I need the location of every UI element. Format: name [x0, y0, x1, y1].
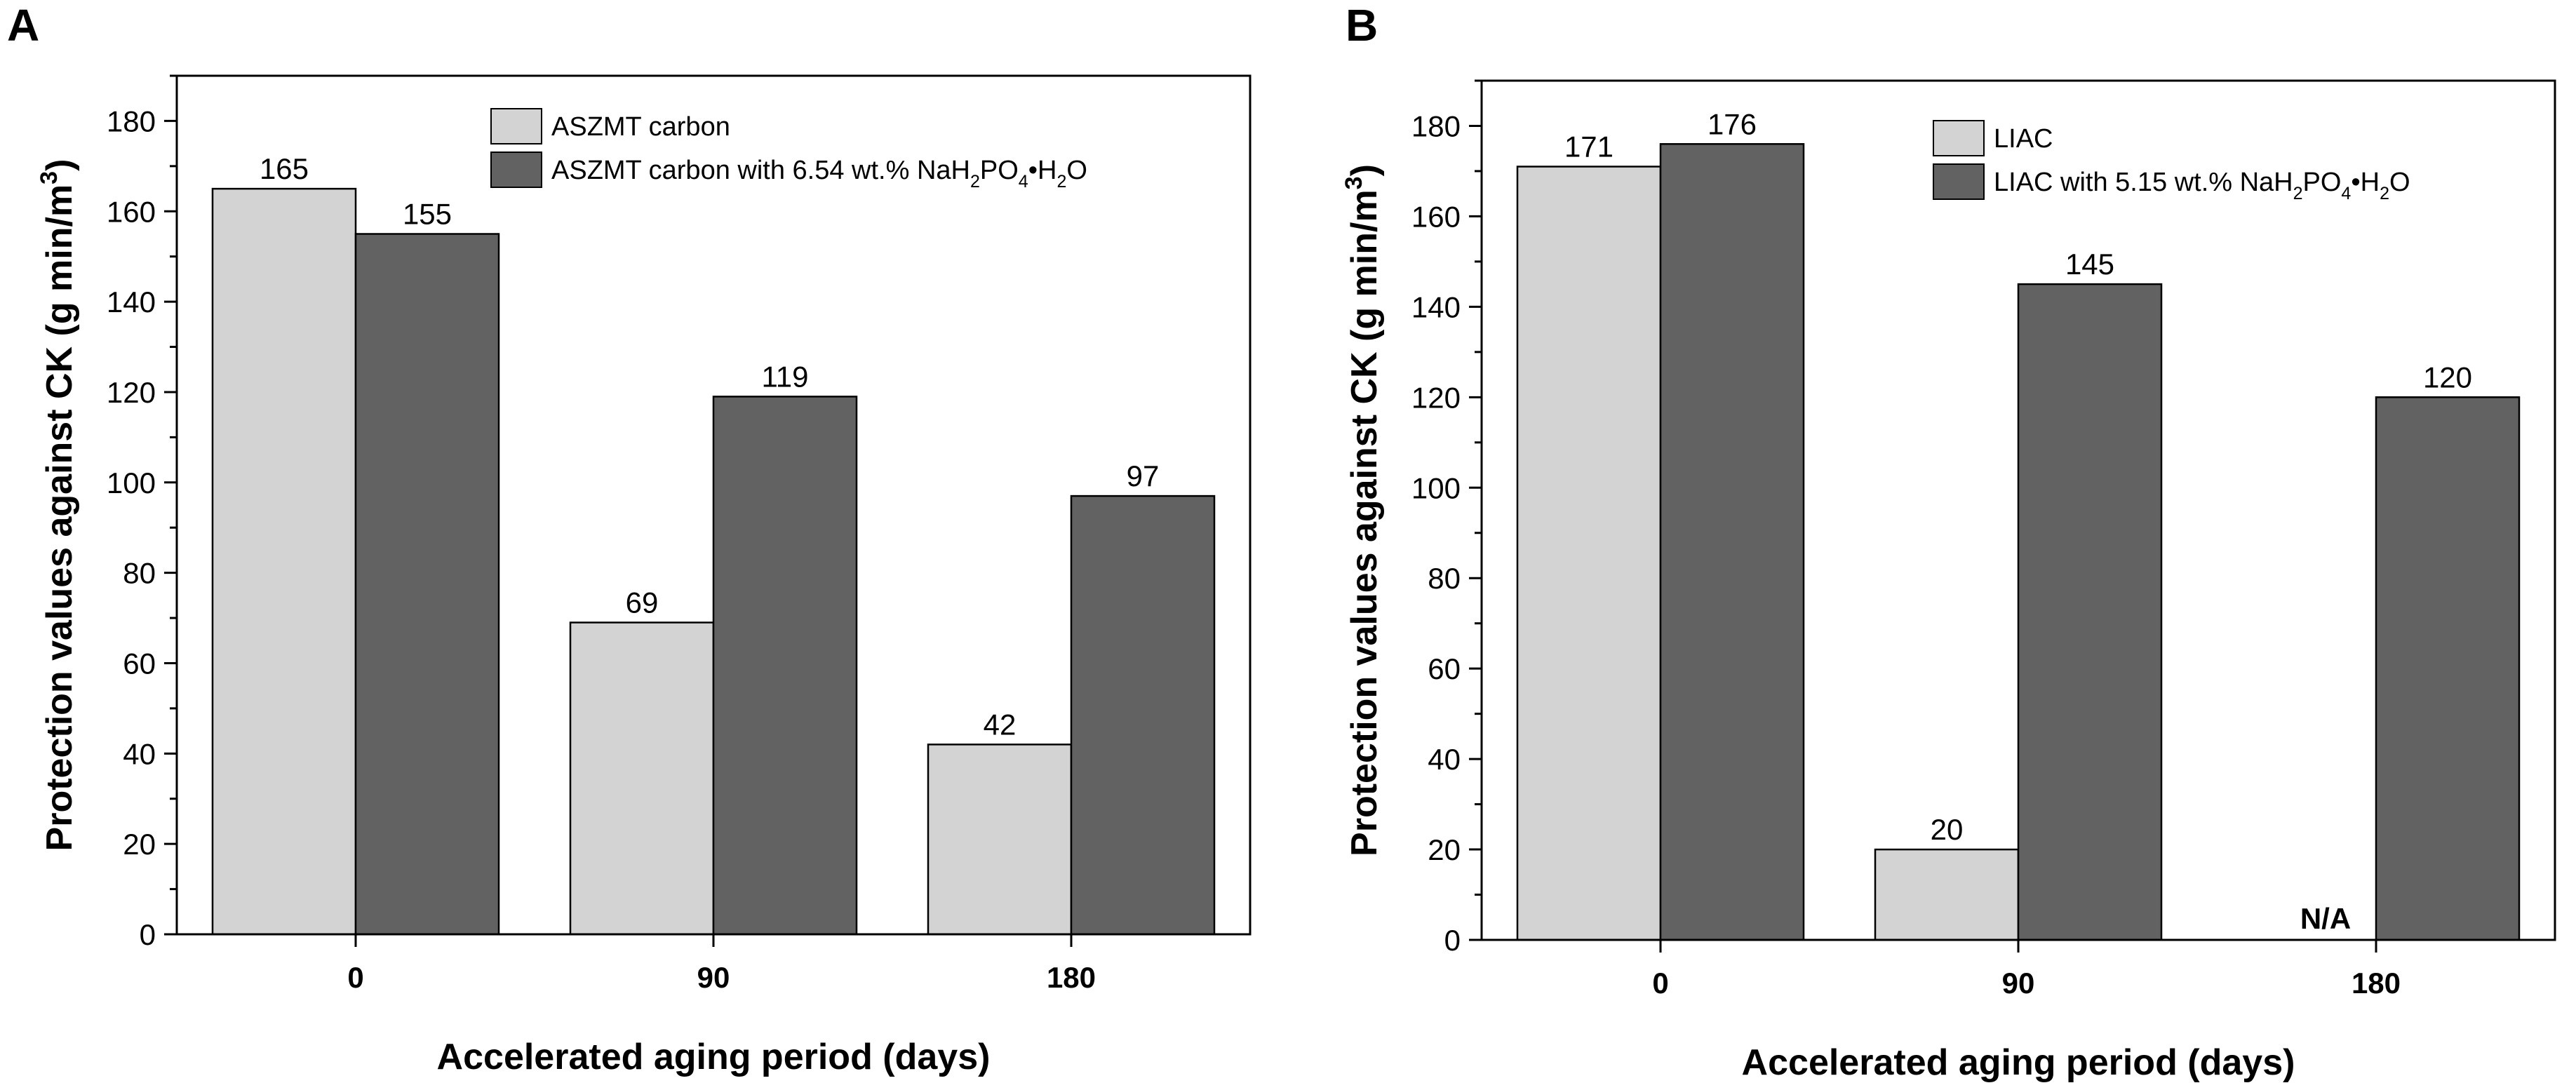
legend-label: ASZMT carbon with 6.54 wt.% NaH2PO4•H2O	[551, 156, 1087, 191]
y-tick-label: 40	[1428, 743, 1461, 776]
bar-1-90	[1874, 848, 2020, 941]
text-span: PO	[980, 156, 1019, 185]
text-span: 2	[2380, 184, 2389, 203]
text-span: •H	[1028, 156, 1057, 185]
text-span: LIAC	[1994, 124, 2053, 154]
data-label: 155	[403, 198, 452, 231]
y-tick-label: 80	[1428, 562, 1461, 595]
text-span: ASZMT carbon	[551, 112, 730, 142]
y-tick-label: 120	[1411, 381, 1461, 414]
bar-1-0	[1516, 166, 1662, 941]
y-tick-label: 100	[107, 466, 156, 499]
y-tick-label: 160	[107, 195, 156, 228]
bar-1-0	[211, 187, 357, 936]
text-span: 3	[1341, 176, 1367, 189]
legend-label: LIAC	[1994, 124, 2053, 154]
legend-swatch	[1933, 163, 1985, 200]
x-axis-label: Accelerated aging period (days)	[1742, 1042, 2295, 1083]
y-tick-label: 40	[123, 737, 156, 770]
data-label: 176	[1708, 107, 1757, 140]
text-span: )	[1344, 164, 1385, 176]
y-tick-label: 140	[107, 285, 156, 318]
data-label: 69	[626, 586, 659, 619]
text-span: 4	[2341, 184, 2351, 203]
x-tick-label: 180	[2352, 967, 2401, 1000]
y-tick-label: 100	[1411, 471, 1461, 504]
data-label: 120	[2423, 361, 2472, 393]
y-tick-label: 0	[1444, 924, 1461, 957]
y-tick-label: 0	[140, 918, 156, 951]
text-span: 2	[1056, 172, 1066, 191]
bar-1-90	[569, 621, 715, 936]
y-tick-label: 20	[123, 828, 156, 861]
text-span: 3	[36, 171, 62, 184]
bar-2-180	[1070, 494, 1216, 936]
text-span: 4	[1019, 172, 1028, 191]
y-tick-label: 80	[123, 557, 156, 590]
text-span: LIAC with 5.15 wt.% NaH	[1994, 168, 2293, 197]
data-label: 42	[984, 708, 1017, 741]
text-span: )	[39, 159, 80, 171]
x-tick-label: 90	[697, 961, 730, 994]
chart-panel-a: A165694215511997020406080100120140160180…	[7, 0, 1252, 1077]
text-span: Protection values against CK (g min/m	[39, 184, 80, 852]
y-tick-label: 180	[107, 105, 156, 137]
bar-2-0	[354, 233, 500, 936]
text-span: 2	[2293, 184, 2303, 203]
x-tick-label: 90	[2002, 967, 2035, 1000]
legend-swatch	[490, 152, 542, 188]
legend-swatch	[1933, 120, 1985, 156]
y-tick-label: 120	[107, 376, 156, 409]
data-label: 165	[260, 152, 309, 185]
panel-label: A	[7, 0, 39, 51]
y-tick-label: 160	[1411, 200, 1461, 233]
y-tick-label: 20	[1428, 833, 1461, 866]
data-label: 171	[1564, 130, 1614, 163]
y-tick-label: 180	[1411, 109, 1461, 142]
x-axis-label: Accelerated aging period (days)	[437, 1037, 991, 1077]
text-span: Protection values against CK (g min/m	[1344, 189, 1385, 856]
data-label: 20	[1931, 813, 1964, 846]
text-span: •H	[2351, 168, 2380, 197]
text-span: ASZMT carbon with 6.54 wt.% NaH	[551, 156, 970, 185]
text-span: 2	[970, 172, 980, 191]
y-axis-label: Protection values against CK (g min/m3)	[36, 159, 80, 852]
text-span: O	[2389, 168, 2410, 197]
text-span: O	[1066, 156, 1087, 185]
y-tick-label: 60	[1428, 652, 1461, 685]
bar-2-180	[2375, 396, 2521, 941]
data-label-na: N/A	[2300, 902, 2351, 935]
text-span: PO	[2303, 168, 2342, 197]
legend-label: LIAC with 5.15 wt.% NaH2PO4•H2O	[1994, 168, 2410, 203]
bar-2-0	[1659, 143, 1805, 941]
y-axis-label: Protection values against CK (g min/m3)	[1341, 164, 1385, 856]
y-tick-label: 140	[1411, 290, 1461, 323]
bar-1-180	[927, 744, 1073, 936]
bar-2-90	[712, 396, 858, 936]
x-tick-label: 180	[1047, 961, 1096, 994]
x-tick-label: 0	[347, 961, 363, 994]
data-label: 97	[1127, 459, 1160, 492]
chart-panel-b: B17120N/A1761451200204060801001201401601…	[1341, 0, 2556, 1083]
legend-swatch	[490, 108, 542, 144]
x-tick-label: 0	[1652, 967, 1668, 1000]
panel-label: B	[1346, 0, 1378, 51]
data-label: 145	[2065, 248, 2114, 281]
bar-2-90	[2017, 283, 2163, 941]
data-label: 119	[762, 360, 809, 393]
y-tick-label: 60	[123, 647, 156, 680]
legend-label: ASZMT carbon	[551, 112, 730, 142]
